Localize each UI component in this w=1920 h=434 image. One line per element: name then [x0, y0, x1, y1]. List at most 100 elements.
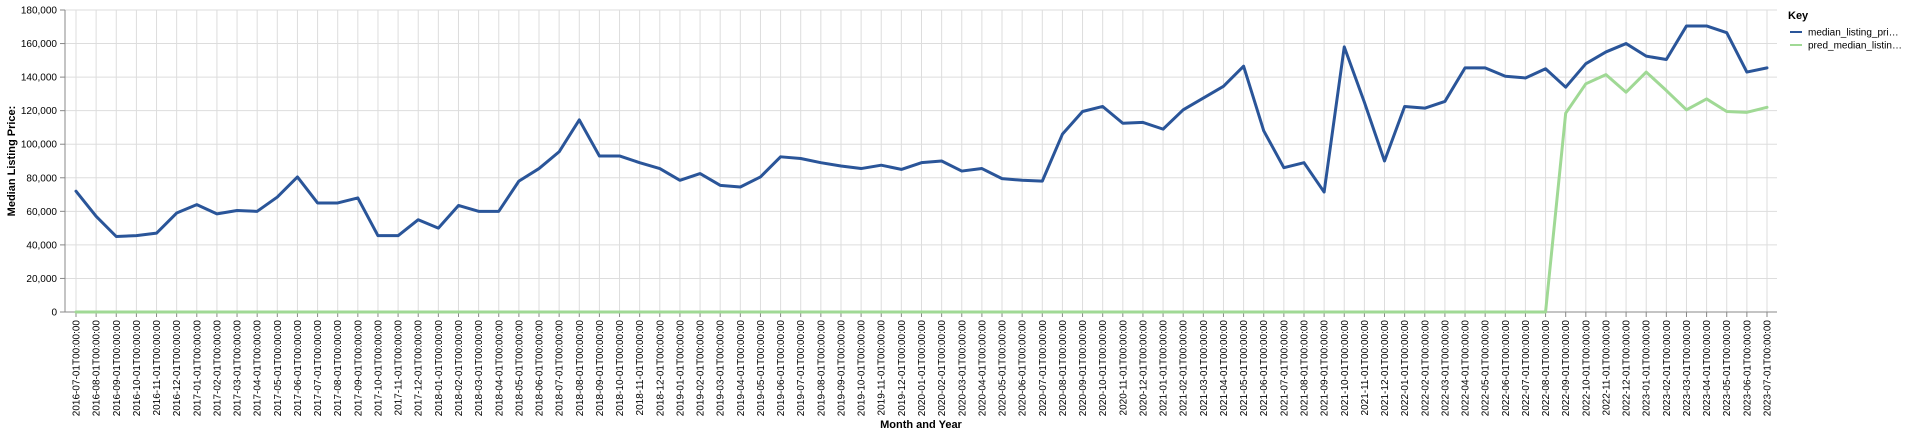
x-tick-label: 2019-11-01T00:00:00 [877, 320, 888, 416]
x-tick-label: 2020-05-01T00:00:00 [998, 320, 1009, 417]
x-tick-label: 2020-01-01T00:00:00 [917, 320, 928, 417]
x-tick-label: 2020-07-01T00:00:00 [1038, 320, 1049, 417]
x-tick-label: 2021-06-01T00:00:00 [1259, 320, 1270, 417]
x-tick-label: 2016-08-01T00:00:00 [92, 320, 103, 417]
x-tick-label: 2022-04-01T00:00:00 [1461, 320, 1472, 417]
x-tick-label: 2023-01-01T00:00:00 [1642, 320, 1653, 417]
x-tick-label: 2018-04-01T00:00:00 [494, 320, 505, 417]
x-tick-label: 2023-06-01T00:00:00 [1742, 320, 1753, 417]
x-tick-label: 2018-12-01T00:00:00 [655, 320, 666, 417]
x-tick-label: 2016-09-01T00:00:00 [112, 320, 123, 417]
x-tick-label: 2020-06-01T00:00:00 [1018, 320, 1029, 417]
y-tick-label: 60,000 [26, 207, 57, 218]
x-tick-label: 2016-10-01T00:00:00 [132, 320, 143, 417]
x-tick-label: 2021-02-01T00:00:00 [1179, 320, 1190, 417]
x-tick-label: 2017-07-01T00:00:00 [313, 320, 324, 417]
x-tick-label: 2017-02-01T00:00:00 [212, 320, 223, 417]
x-tick-label: 2019-02-01T00:00:00 [696, 320, 707, 417]
x-tick-label: 2018-06-01T00:00:00 [535, 320, 546, 417]
y-tick-label: 160,000 [21, 39, 58, 50]
x-tick-label: 2018-08-01T00:00:00 [575, 320, 586, 417]
legend-label-1: pred_median_listin… [1808, 41, 1902, 52]
x-tick-label: 2022-02-01T00:00:00 [1420, 320, 1431, 417]
x-tick-label: 2021-12-01T00:00:00 [1380, 320, 1391, 417]
x-tick-label: 2017-04-01T00:00:00 [253, 320, 264, 417]
x-tick-label: 2018-02-01T00:00:00 [454, 320, 465, 417]
x-tick-label: 2018-11-01T00:00:00 [635, 320, 646, 416]
grid-lines [65, 9, 1777, 313]
x-tick-label: 2021-04-01T00:00:00 [1219, 320, 1230, 417]
y-tick-label: 140,000 [21, 73, 58, 84]
x-tick-label: 2021-07-01T00:00:00 [1279, 320, 1290, 417]
x-tick-label: 2020-12-01T00:00:00 [1138, 320, 1149, 417]
x-tick-label: 2017-06-01T00:00:00 [293, 320, 304, 417]
x-tick-label: 2021-09-01T00:00:00 [1320, 320, 1331, 417]
x-tick-label: 2017-08-01T00:00:00 [333, 320, 344, 417]
x-tick-label: 2017-11-01T00:00:00 [394, 320, 405, 416]
x-tick-label: 2019-06-01T00:00:00 [776, 320, 787, 417]
x-tick-label: 2022-12-01T00:00:00 [1622, 320, 1633, 417]
x-axis: 2016-07-01T00:00:00 2016-08-01T00:00:00 20… [65, 311, 1777, 417]
series-lines [74, 24, 1769, 314]
x-tick-label: 2019-04-01T00:00:00 [736, 320, 747, 417]
x-tick-label: 2021-05-01T00:00:00 [1239, 320, 1250, 417]
x-tick-label: 2018-07-01T00:00:00 [555, 320, 566, 417]
x-tick-label: 2018-03-01T00:00:00 [474, 320, 485, 417]
x-tick-label: 2018-05-01T00:00:00 [514, 320, 525, 417]
x-tick-label: 2019-01-01T00:00:00 [675, 320, 686, 417]
x-tick-label: 2020-02-01T00:00:00 [937, 320, 948, 417]
series-line-1 [74, 70, 1769, 314]
x-tick-label: 2022-03-01T00:00:00 [1440, 320, 1451, 417]
x-tick-label: 2023-02-01T00:00:00 [1662, 320, 1673, 417]
x-tick-label: 2019-07-01T00:00:00 [796, 320, 807, 417]
x-tick-label: 2017-05-01T00:00:00 [273, 320, 284, 417]
y-tick-label: 40,000 [26, 240, 57, 251]
x-axis-title: Month and Year [880, 419, 962, 431]
x-tick-label: 2022-05-01T00:00:00 [1481, 320, 1492, 417]
legend-title: Key [1788, 10, 1809, 22]
y-tick-label: 20,000 [26, 274, 57, 285]
x-tick-label: 2022-06-01T00:00:00 [1501, 320, 1512, 417]
x-tick-label: 2017-01-01T00:00:00 [192, 320, 203, 417]
x-tick-label: 2020-04-01T00:00:00 [977, 320, 988, 417]
x-tick-label: 2021-10-01T00:00:00 [1340, 320, 1351, 417]
x-tick-label: 2019-10-01T00:00:00 [857, 320, 868, 417]
x-tick-label: 2022-01-01T00:00:00 [1400, 320, 1411, 417]
x-tick-label: 2022-07-01T00:00:00 [1521, 320, 1532, 417]
x-tick-label: 2021-08-01T00:00:00 [1299, 320, 1310, 417]
y-tick-label: 100,000 [21, 140, 58, 151]
x-tick-label: 2022-11-01T00:00:00 [1601, 320, 1612, 416]
x-tick-label: 2018-09-01T00:00:00 [595, 320, 606, 417]
x-tick-label: 2023-03-01T00:00:00 [1682, 320, 1693, 417]
y-tick-label: 80,000 [26, 173, 57, 184]
x-tick-label: 2022-09-01T00:00:00 [1561, 320, 1572, 417]
x-tick-label: 2019-08-01T00:00:00 [816, 320, 827, 417]
x-tick-label: 2022-10-01T00:00:00 [1581, 320, 1592, 417]
x-tick-label: 2023-07-01T00:00:00 [1763, 320, 1774, 417]
y-tick-label: 120,000 [21, 106, 58, 117]
x-tick-label: 2020-08-01T00:00:00 [1058, 320, 1069, 417]
y-tick-label: 180,000 [21, 6, 58, 17]
x-tick-label: 2020-11-01T00:00:00 [1118, 320, 1129, 416]
x-tick-label: 2018-10-01T00:00:00 [615, 320, 626, 417]
x-tick-label: 2020-03-01T00:00:00 [957, 320, 968, 417]
x-tick-label: 2023-04-01T00:00:00 [1702, 320, 1713, 417]
legend: Key median_listing_pri… pred_median_listi… [1788, 10, 1902, 52]
x-tick-label: 2019-09-01T00:00:00 [836, 320, 847, 417]
x-tick-label: 2023-05-01T00:00:00 [1722, 320, 1733, 417]
x-tick-label: 2019-12-01T00:00:00 [897, 320, 908, 417]
x-tick-label: 2019-03-01T00:00:00 [716, 320, 727, 417]
x-tick-label: 2016-12-01T00:00:00 [172, 320, 183, 417]
x-tick-label: 2021-01-01T00:00:00 [1159, 320, 1170, 417]
legend-label-0: median_listing_pri… [1808, 28, 1899, 39]
x-tick-label: 2021-11-01T00:00:00 [1360, 320, 1371, 416]
x-tick-label: 2022-08-01T00:00:00 [1541, 320, 1552, 417]
x-tick-label: 2019-05-01T00:00:00 [756, 320, 767, 417]
y-axis-title: Median Listing Price: [6, 106, 18, 217]
series-line-0 [74, 24, 1769, 238]
x-tick-label: 2020-10-01T00:00:00 [1098, 320, 1109, 417]
x-tick-label: 2020-09-01T00:00:00 [1078, 320, 1089, 417]
y-tick-label: 0 [51, 308, 57, 319]
x-tick-label: 2017-03-01T00:00:00 [233, 320, 244, 417]
